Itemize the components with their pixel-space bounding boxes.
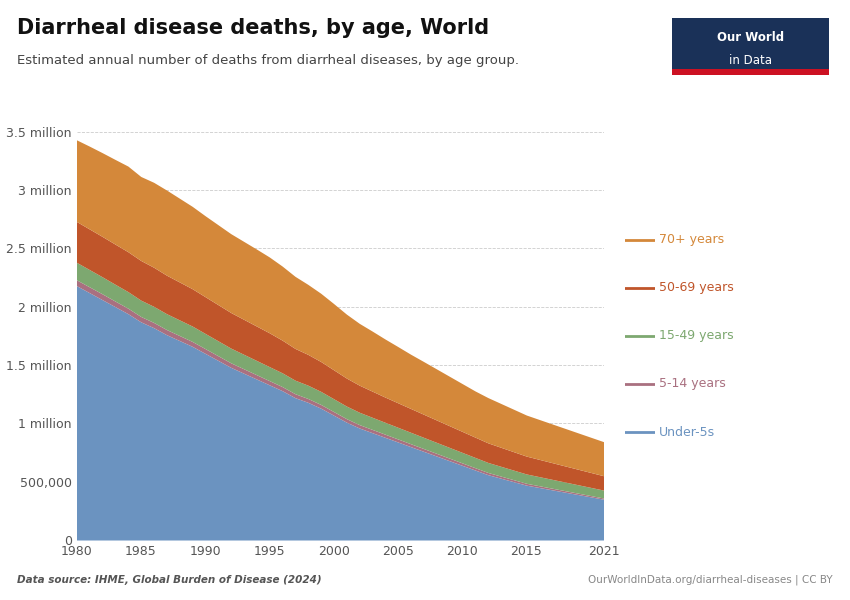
Text: OurWorldInData.org/diarrheal-diseases | CC BY: OurWorldInData.org/diarrheal-diseases | …: [588, 575, 833, 585]
Text: Under-5s: Under-5s: [659, 425, 715, 439]
Text: in Data: in Data: [728, 54, 772, 67]
Text: Diarrheal disease deaths, by age, World: Diarrheal disease deaths, by age, World: [17, 18, 489, 38]
Text: 50-69 years: 50-69 years: [659, 281, 734, 295]
Text: Our World: Our World: [717, 31, 784, 44]
Text: 70+ years: 70+ years: [659, 233, 724, 247]
Text: Data source: IHME, Global Burden of Disease (2024): Data source: IHME, Global Burden of Dise…: [17, 575, 321, 585]
Text: 15-49 years: 15-49 years: [659, 329, 734, 343]
Text: 5-14 years: 5-14 years: [659, 377, 726, 391]
Text: Estimated annual number of deaths from diarrheal diseases, by age group.: Estimated annual number of deaths from d…: [17, 54, 519, 67]
